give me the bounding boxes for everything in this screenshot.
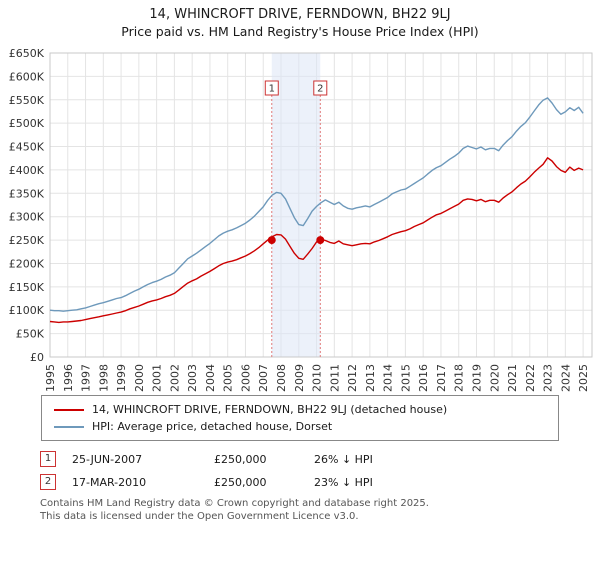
red-line-swatch bbox=[54, 408, 84, 411]
svg-text:2019: 2019 bbox=[470, 364, 483, 392]
svg-text:£650K: £650K bbox=[9, 47, 45, 60]
legend-row-hpi: HPI: Average price, detached house, Dors… bbox=[50, 418, 550, 435]
svg-text:£400K: £400K bbox=[9, 164, 45, 177]
blue-line-swatch bbox=[54, 425, 84, 428]
transaction-1-date: 25-JUN-2007 bbox=[72, 452, 143, 466]
legend-label-hpi: HPI: Average price, detached house, Dors… bbox=[92, 420, 333, 433]
svg-text:2003: 2003 bbox=[186, 364, 199, 392]
svg-text:£100K: £100K bbox=[9, 304, 45, 317]
svg-text:£550K: £550K bbox=[9, 94, 45, 107]
svg-text:2006: 2006 bbox=[239, 364, 252, 392]
chart-legend: 14, WHINCROFT DRIVE, FERNDOWN, BH22 9LJ … bbox=[41, 395, 559, 441]
svg-text:2013: 2013 bbox=[364, 364, 377, 392]
transaction-1-marker: 1 bbox=[40, 451, 56, 467]
svg-text:2015: 2015 bbox=[399, 364, 412, 392]
footer-line-1: Contains HM Land Registry data © Crown c… bbox=[40, 498, 429, 509]
svg-text:£50K: £50K bbox=[16, 328, 45, 341]
svg-text:£600K: £600K bbox=[9, 70, 45, 83]
svg-text:2016: 2016 bbox=[417, 364, 430, 392]
transaction-2-price: £250,000 bbox=[214, 475, 267, 489]
sale-marker-dot bbox=[267, 236, 276, 245]
sale-marker-dot bbox=[316, 236, 325, 245]
svg-text:2024: 2024 bbox=[559, 364, 572, 392]
sale-flag-box bbox=[264, 80, 279, 96]
svg-text:2008: 2008 bbox=[275, 364, 288, 392]
transaction-row-1: 1 25-JUN-2007 £250,000 26% ↓ HPI bbox=[40, 451, 600, 467]
legend-row-property: 14, WHINCROFT DRIVE, FERNDOWN, BH22 9LJ … bbox=[50, 401, 550, 418]
svg-text:2017: 2017 bbox=[435, 364, 448, 392]
legend-label-property: 14, WHINCROFT DRIVE, FERNDOWN, BH22 9LJ … bbox=[92, 403, 448, 416]
svg-text:£450K: £450K bbox=[9, 141, 45, 154]
svg-text:2004: 2004 bbox=[204, 364, 217, 392]
transaction-2-date: 17-MAR-2010 bbox=[72, 475, 147, 489]
footer-line-2: This data is licensed under the Open Gov… bbox=[40, 511, 359, 523]
transaction-2-marker: 2 bbox=[40, 474, 56, 490]
svg-text:1999: 1999 bbox=[115, 364, 128, 392]
property-price-line bbox=[49, 157, 584, 324]
svg-text:£150K: £150K bbox=[9, 281, 45, 294]
svg-text:1: 1 bbox=[269, 84, 275, 95]
svg-text:2012: 2012 bbox=[346, 364, 359, 392]
svg-text:1997: 1997 bbox=[80, 364, 93, 392]
svg-text:2022: 2022 bbox=[524, 364, 537, 392]
svg-text:1996: 1996 bbox=[62, 364, 75, 392]
svg-text:2001: 2001 bbox=[151, 364, 164, 392]
transaction-row-2: 2 17-MAR-2010 £250,000 23% ↓ HPI bbox=[40, 474, 600, 490]
svg-text:2007: 2007 bbox=[257, 364, 270, 392]
svg-text:2023: 2023 bbox=[542, 364, 555, 392]
svg-text:1995: 1995 bbox=[44, 364, 57, 392]
svg-text:2014: 2014 bbox=[382, 364, 395, 392]
copyright-footer: Contains HM Land Registry data © Crown c… bbox=[40, 497, 600, 523]
sale-flag-box bbox=[313, 80, 328, 96]
svg-text:2021: 2021 bbox=[506, 364, 519, 392]
svg-text:£200K: £200K bbox=[9, 257, 45, 270]
svg-text:2: 2 bbox=[317, 84, 323, 95]
transaction-1-price: £250,000 bbox=[214, 452, 267, 466]
transaction-1-hpi-delta: 26% ↓ HPI bbox=[314, 452, 373, 466]
svg-text:£350K: £350K bbox=[9, 187, 45, 200]
svg-text:2025: 2025 bbox=[577, 364, 590, 392]
transactions-table: 1 25-JUN-2007 £250,000 26% ↓ HPI 2 17-MA… bbox=[40, 451, 600, 490]
svg-text:1998: 1998 bbox=[97, 364, 110, 392]
svg-text:2002: 2002 bbox=[168, 364, 181, 392]
svg-text:2005: 2005 bbox=[222, 364, 235, 392]
svg-text:2010: 2010 bbox=[311, 364, 324, 392]
between-sales-band bbox=[271, 53, 321, 357]
svg-text:£500K: £500K bbox=[9, 117, 45, 130]
transaction-2-hpi-delta: 23% ↓ HPI bbox=[314, 475, 373, 489]
svg-text:2020: 2020 bbox=[488, 364, 501, 392]
svg-text:2011: 2011 bbox=[328, 364, 341, 392]
price-chart: £0 £50K £100K £150K £200K £250K £300K £350K £400… bbox=[9, 47, 593, 392]
svg-text:£0: £0 bbox=[30, 351, 44, 364]
chart-subtitle: Price paid vs. HM Land Registry's House … bbox=[121, 24, 479, 39]
hpi-line bbox=[49, 97, 584, 312]
chart-title: 14, WHINCROFT DRIVE, FERNDOWN, BH22 9LJ bbox=[149, 7, 451, 22]
svg-text:2018: 2018 bbox=[453, 364, 466, 392]
svg-text:2009: 2009 bbox=[293, 364, 306, 392]
svg-text:£300K: £300K bbox=[9, 211, 45, 224]
svg-text:2000: 2000 bbox=[133, 364, 146, 392]
svg-text:£250K: £250K bbox=[9, 234, 45, 247]
